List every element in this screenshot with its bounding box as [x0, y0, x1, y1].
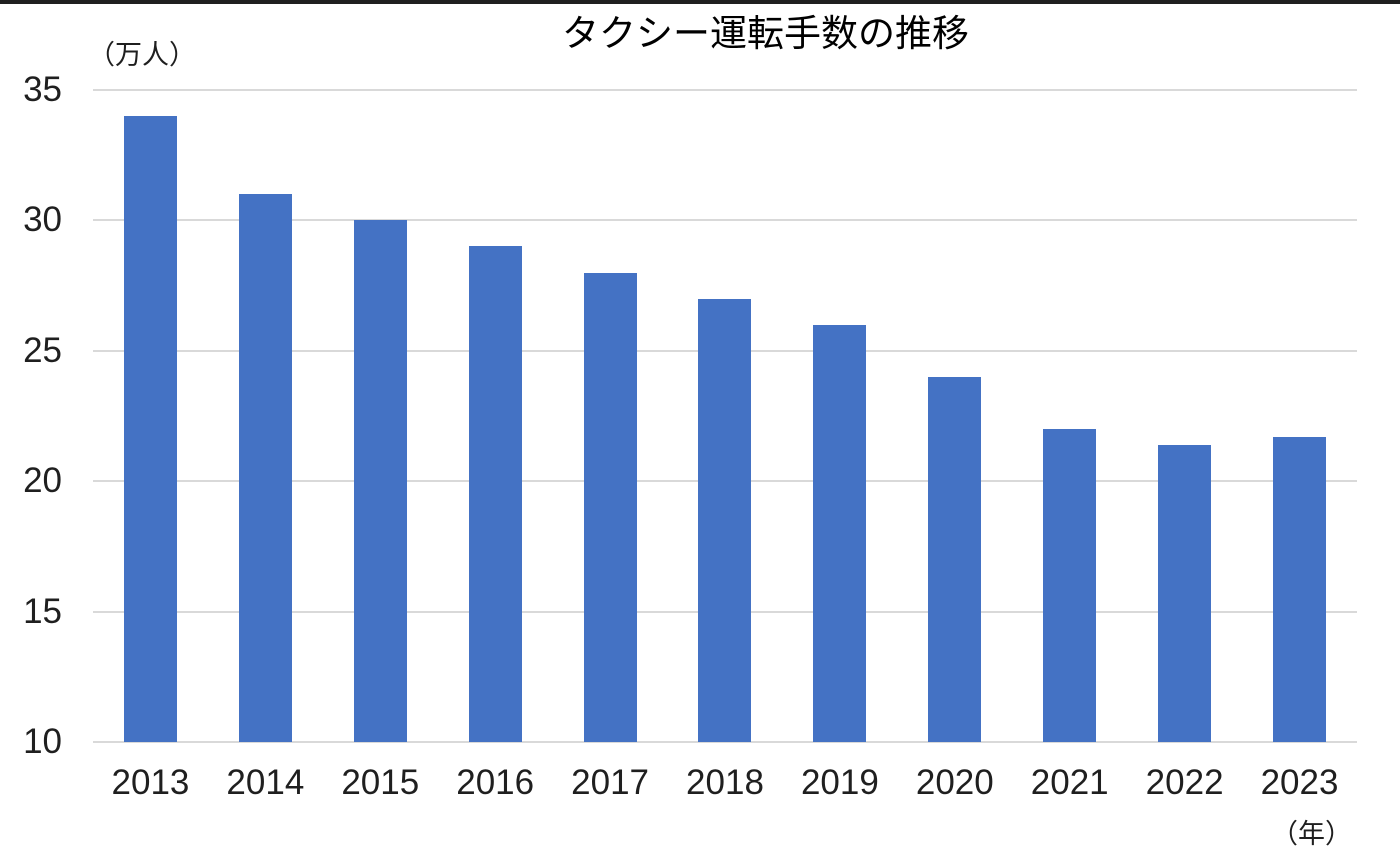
bar-2015 [353, 220, 407, 742]
bar-slot-2023 [1242, 90, 1357, 742]
gridline-y-30 [93, 219, 1357, 222]
y-tick-label-15: 15 [23, 591, 62, 631]
bar-2019 [813, 324, 867, 742]
bar-2021 [1043, 429, 1097, 742]
y-tick-label-35: 35 [23, 70, 62, 109]
bar-2022 [1158, 444, 1212, 742]
bar-slot-2018 [668, 90, 783, 742]
bar-slot-2016 [438, 90, 553, 742]
bar-2013 [123, 116, 177, 742]
bar-2018 [698, 298, 752, 742]
y-tick-label-25: 25 [23, 330, 62, 370]
x-tick-label-2016: 2016 [456, 763, 535, 802]
y-tick-label-30: 30 [23, 200, 62, 240]
top-border-line [0, 0, 1400, 4]
bar-slot-2019 [782, 90, 897, 742]
bar-2016 [468, 246, 522, 742]
x-tick-label-2023: 2023 [1260, 763, 1339, 802]
bar-2023 [1273, 436, 1327, 742]
bar-2017 [583, 272, 637, 742]
x-axis-tick-labels: 2013 2014 2015 2016 2017 2018 2019 2020 2021 2022… [93, 762, 1357, 804]
bar-slot-2015 [323, 90, 438, 742]
bar-slot-2014 [208, 90, 323, 742]
gridline-y-10 [93, 741, 1357, 743]
gridline-y-35 [93, 89, 1357, 91]
x-tick-label-2015: 2015 [341, 763, 420, 802]
x-axis-unit-label: （年） [1271, 819, 1352, 849]
bar-slot-2017 [553, 90, 668, 742]
x-tick-label-2021: 2021 [1030, 763, 1109, 802]
y-tick-label-10: 10 [23, 722, 62, 761]
bar-2020 [928, 376, 982, 742]
x-tick-label-2019: 2019 [800, 763, 879, 802]
x-tick-label-2013: 2013 [111, 763, 190, 802]
x-tick-label-2017: 2017 [571, 763, 650, 802]
y-axis-unit-label: （万人） [88, 40, 196, 70]
x-tick-label-2020: 2020 [915, 763, 994, 802]
bar-2014 [238, 194, 292, 742]
x-tick-label-2022: 2022 [1145, 763, 1224, 802]
x-tick-label-2014: 2014 [226, 763, 305, 802]
bar-slot-2021 [1012, 90, 1127, 742]
bar-slot-2022 [1127, 90, 1242, 742]
bar-slot-2020 [897, 90, 1012, 742]
bar-slot-2013 [93, 90, 208, 742]
y-tick-label-20: 20 [23, 461, 62, 501]
y-axis-tick-labels: 35 30 25 20 15 10 [0, 70, 62, 761]
plot-area [93, 89, 1357, 743]
x-tick-label-2018: 2018 [686, 763, 764, 802]
chart-title: タクシー運転手数の推移 [562, 13, 969, 54]
bars-layer [93, 90, 1357, 742]
